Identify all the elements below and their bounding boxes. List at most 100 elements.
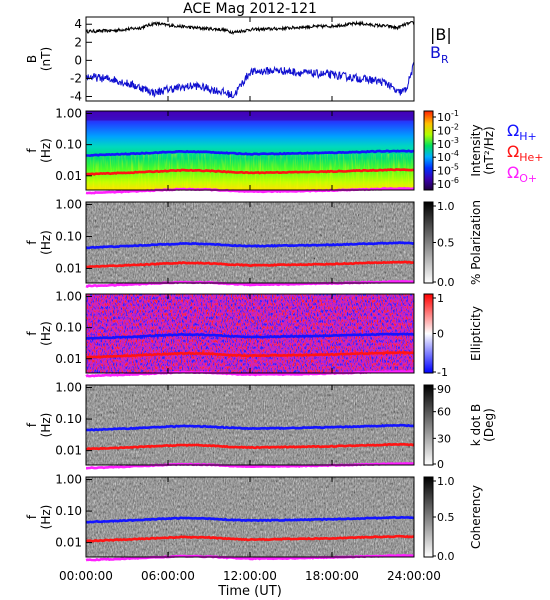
colorbar-tick-label: 0.5 <box>437 237 455 250</box>
colorbar-label: Intensity <box>469 124 483 176</box>
colorbar-tick-exponent: -6 <box>451 176 459 185</box>
h-plus-gyrofrequency-line <box>85 332 415 340</box>
y-axis-label: f <box>25 331 39 336</box>
he-plus-gyrofrequency-line <box>85 168 415 176</box>
y-axis-label: f <box>25 422 39 427</box>
y-axis-unit: (Hz) <box>39 505 53 530</box>
colorbar-tick-label: 1.0 <box>437 200 455 213</box>
colorbar-tick-exponent: -4 <box>451 149 459 158</box>
coherency-panel: 1.00 0.10 0.01 f (Hz) 1.0 0.5 0.0 Coherency <box>25 472 483 563</box>
colorbar-tick-label: 0.0 <box>437 276 455 289</box>
b-field-panel: 4 2 0 -2 -4 B (nT) |B|BR <box>25 16 452 103</box>
colorbar-tick-label: 0.5 <box>437 511 455 524</box>
legend-b-r: BR <box>430 43 449 66</box>
colorbar <box>423 476 434 558</box>
colorbar <box>423 110 434 191</box>
colorbar-label: % Polarization <box>469 200 483 285</box>
he-plus-gyrofrequency-line <box>85 260 414 269</box>
colorbar-tick-label: 0.0 <box>437 550 455 563</box>
he-plus-gyrofrequency-line <box>85 350 415 359</box>
legend-omega-he-plus: ΩHe+ <box>507 142 544 164</box>
colorbar-tick-label: 60 <box>437 406 451 419</box>
y-tick-label: 1.00 <box>55 380 82 394</box>
spectrogram-texture <box>86 385 414 465</box>
y-tick-label: 0.10 <box>55 504 82 518</box>
colorbar <box>423 384 434 466</box>
y-tick-label: 2 <box>74 35 82 49</box>
colorbar-tick-label: 0 <box>437 328 444 341</box>
colorbar-label: Ellipticity <box>469 306 483 361</box>
colorbar-tick-label: -1 <box>437 366 448 379</box>
colorbar-tick-label: 30 <box>437 432 451 445</box>
legend-omega-h-plus-subscript: H+ <box>519 130 537 143</box>
colorbar <box>423 293 434 374</box>
legend-omega-he-plus-subscript: He+ <box>519 151 543 164</box>
colorbar-label: k dot B <box>469 404 483 446</box>
y-axis-label: B <box>25 55 39 63</box>
x-tick-label: 12:00:00 <box>223 569 277 583</box>
ellipticity-panel: 1.00 0.10 0.01 f (Hz) 1 0 -1 Ellipticity <box>25 289 483 379</box>
colorbar-tick-label: 10-6 <box>437 176 459 191</box>
he-plus-gyrofrequency-line <box>85 534 415 543</box>
x-tick-label: 00:00:00 <box>59 569 113 583</box>
colorbar-tick-exponent: -1 <box>451 109 459 118</box>
h-plus-gyrofrequency-line <box>85 515 415 524</box>
spectrogram-texture <box>86 477 414 557</box>
colorbar-tick-exponent: -5 <box>451 163 459 172</box>
chart-title: ACE Mag 2012-121 <box>183 1 317 17</box>
y-tick-label: -4 <box>70 89 82 103</box>
y-tick-label: 0.01 <box>55 261 82 275</box>
y-tick-label: 1.00 <box>55 106 82 120</box>
y-tick-label: 0.10 <box>55 138 82 152</box>
colorbar-label: Coherency <box>469 485 483 549</box>
y-axis-unit: (Hz) <box>39 413 53 438</box>
y-axis-unit: (Hz) <box>39 230 53 255</box>
colorbar-tick-label: 0 <box>437 458 444 471</box>
legend-omega-h-plus: ΩH+ <box>507 121 537 143</box>
y-tick-label: 0 <box>74 53 82 67</box>
h-plus-gyrofrequency-line <box>86 149 415 158</box>
y-tick-label: 0.01 <box>55 536 82 550</box>
legend-omega-o-plus-subscript: O+ <box>519 172 537 185</box>
b-total-series-line <box>85 20 415 36</box>
h-plus-gyrofrequency-line <box>85 423 415 432</box>
legend-b-r-subscript: R <box>441 53 449 66</box>
legend-omega-o-plus: ΩO+ <box>507 163 537 185</box>
o-plus-gyrofrequency-line <box>85 370 415 378</box>
y-tick-label: 0.10 <box>55 321 82 335</box>
y-tick-label: 0.10 <box>55 412 82 426</box>
y-tick-label: 1.00 <box>55 198 82 212</box>
he-plus-gyrofrequency-line <box>85 442 415 451</box>
colorbar-unit: (Deg) <box>482 408 496 442</box>
colorbar-tick-label: 1.0 <box>437 475 455 488</box>
x-tick-label: 06:00:00 <box>141 569 195 583</box>
x-tick-label: 24:00:00 <box>387 569 441 583</box>
y-axis-label: f <box>25 514 39 519</box>
kdotb-panel: 1.00 0.10 0.01 f (Hz) 90 60 30 0 k dot B (Deg) <box>25 380 496 471</box>
x-tick-label: 18:00:00 <box>305 569 359 583</box>
x-axis-label: Time (UT) <box>217 584 282 599</box>
y-axis-unit: (Hz) <box>39 138 53 163</box>
y-tick-label: 0.01 <box>55 444 82 458</box>
y-tick-label: 0.10 <box>55 229 82 243</box>
y-tick-label: 0.01 <box>55 169 82 183</box>
intensity-panel: 1.000.100.01f (Hz)10-110-210-310-410-510-… <box>25 106 544 195</box>
b-r-series-line <box>85 61 415 99</box>
y-axis-label: f <box>25 240 39 245</box>
colorbar-tick-exponent: -3 <box>451 136 459 145</box>
polarization-panel: 1.00 0.10 0.01 f (Hz) 1.0 0.5 0.0 % Polarization <box>25 198 483 289</box>
colorbar-tick-label: 1 <box>437 292 444 305</box>
o-plus-gyrofrequency-line <box>85 186 415 195</box>
y-axis-unit: (nT) <box>39 47 53 71</box>
h-plus-gyrofrequency-line <box>85 241 415 250</box>
y-axis-label: f <box>25 148 39 153</box>
colorbar-tick-label: 90 <box>437 383 451 396</box>
colorbar-unit: (nT²/Hz) <box>482 126 496 174</box>
y-tick-label: 1.00 <box>55 472 82 486</box>
y-tick-label: -2 <box>70 71 82 85</box>
legend-b-total: |B| <box>430 25 452 44</box>
y-tick-label: 1.00 <box>55 289 82 303</box>
y-axis-unit: (Hz) <box>39 321 53 346</box>
colorbar-tick-exponent: -2 <box>451 122 459 131</box>
